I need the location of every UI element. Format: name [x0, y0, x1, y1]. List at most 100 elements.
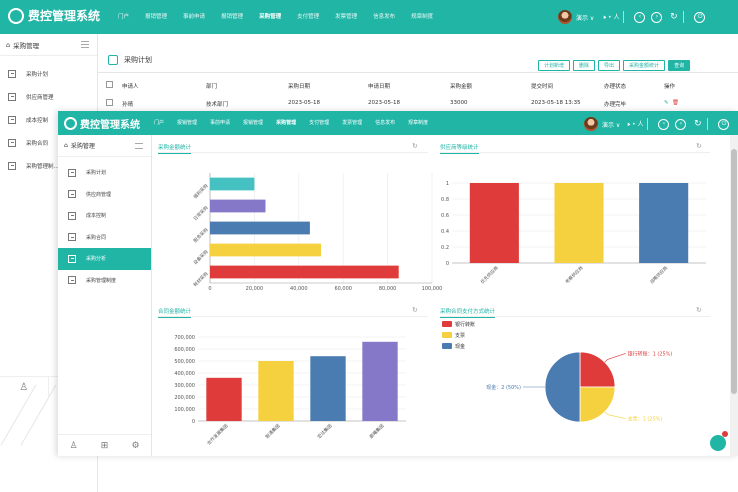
fg-app-logo[interactable]: 费控管理系统: [64, 116, 140, 131]
bg-sidebar-item[interactable]: 采购管理制...: [0, 154, 97, 177]
bg-nav-item[interactable]: 事前申请: [183, 14, 206, 20]
grid-icon[interactable]: ⊞: [100, 440, 109, 451]
back-icon[interactable]: ‹: [634, 11, 646, 23]
y-tick-label: 200,000: [174, 395, 195, 401]
fg-nav-item[interactable]: 报销管理: [243, 120, 264, 126]
bg-sidebar-item[interactable]: 采购合同: [0, 131, 97, 154]
x-tick-label: 80,000: [379, 286, 397, 292]
bg-user-name[interactable]: 演示 ∨: [576, 14, 595, 22]
bar: [210, 199, 266, 213]
user-icon[interactable]: ♙: [69, 440, 78, 451]
bg-app-logo[interactable]: 费控管理系统: [8, 7, 100, 24]
speaker-icon[interactable]: 🕩 • 人: [602, 14, 620, 21]
bg-header: 费控管理系统 门户 报销管理 事前申请 报销管理 采购管理 支付管理 发票管理 …: [0, 0, 738, 34]
bg-nav-item[interactable]: 门户: [118, 14, 130, 20]
delete-row-icon[interactable]: 🗑: [672, 100, 679, 106]
bg-nav-item-active[interactable]: 采购管理: [259, 14, 282, 20]
bg-sidebar-item[interactable]: 供应商管理: [0, 85, 97, 108]
add-plan-button[interactable]: 计划新增: [538, 60, 571, 71]
amount-stats-button[interactable]: 采购金额统计: [623, 60, 666, 71]
bar: [310, 356, 346, 421]
delete-button[interactable]: 删除: [573, 60, 596, 71]
panel-title: 合同金额统计: [158, 307, 192, 318]
export-button[interactable]: 导出: [598, 60, 621, 71]
x-tick-label: 战略供应商: [648, 264, 669, 285]
bg-nav-item[interactable]: 规章制度: [411, 14, 434, 20]
menu-icon[interactable]: [81, 41, 89, 48]
legend-label: 银行转账: [455, 321, 475, 328]
y-tick-label: 0: [192, 419, 195, 425]
refresh-icon[interactable]: ↻: [670, 11, 678, 22]
document-icon: [8, 92, 16, 101]
table-row[interactable]: 孙晴 技术部门 2023-05-18 2023-05-18 33000 2023…: [98, 96, 738, 110]
select-all-checkbox[interactable]: [106, 81, 113, 88]
refresh-icon[interactable]: ↻: [696, 142, 702, 150]
avatar[interactable]: [558, 10, 572, 24]
settings-icon[interactable]: ⚙: [131, 440, 140, 451]
fg-sidebar-item[interactable]: 成本控制: [58, 205, 151, 227]
fg-nav-item[interactable]: 发票管理: [342, 120, 363, 126]
refresh-icon[interactable]: ↻: [694, 118, 702, 129]
fg-nav-item[interactable]: 事前申请: [210, 120, 231, 126]
speaker-icon[interactable]: 🕩 • 人: [626, 121, 644, 128]
bg-sidebar-item[interactable]: 采购计划: [0, 62, 97, 85]
bg-nav-item[interactable]: 信息发布: [373, 14, 396, 20]
fg-sidebar-item[interactable]: 供应商管理: [58, 184, 151, 206]
y-tick-label: 0.8: [441, 197, 449, 203]
power-icon[interactable]: ⏻: [694, 11, 706, 23]
legend-swatch: [442, 332, 452, 338]
pie-label: 支票：1 (25%): [628, 416, 663, 423]
power-icon[interactable]: ⏻: [718, 118, 730, 130]
refresh-icon[interactable]: ↻: [696, 306, 702, 314]
x-tick-label: 0: [208, 286, 211, 292]
fg-nav-item[interactable]: 支付管理: [309, 120, 330, 126]
y-tick-label: 设备采购: [192, 248, 210, 266]
pie-slice: [579, 386, 616, 423]
bar: [210, 221, 310, 235]
fg-nav-item[interactable]: 信息发布: [375, 120, 396, 126]
bg-nav-item[interactable]: 发票管理: [335, 14, 358, 20]
refresh-icon[interactable]: ↻: [412, 306, 418, 314]
avatar[interactable]: [584, 117, 598, 131]
fg-sidebar-item[interactable]: 采购管理制度: [58, 270, 151, 292]
x-tick-label: 考察供应商: [564, 264, 585, 285]
bg-nav-item[interactable]: 报销管理: [145, 14, 168, 20]
x-tick-label: 100,000: [422, 286, 443, 292]
bg-sidebar-header: ⌂ 采购管理: [0, 34, 97, 56]
fg-user-name[interactable]: 演示 ∨: [602, 121, 621, 129]
chat-button[interactable]: [710, 435, 726, 451]
home-icon: ⌂: [64, 142, 68, 149]
y-tick-label: 0: [446, 261, 449, 267]
fg-sidebar-title: 采购管理: [70, 143, 95, 150]
fg-nav-item-active[interactable]: 采购管理: [276, 120, 297, 126]
divider: [623, 11, 625, 23]
y-tick-label: 500,000: [174, 359, 195, 365]
menu-icon[interactable]: [135, 143, 143, 149]
fg-nav-item[interactable]: 门户: [154, 120, 165, 126]
fg-nav-item[interactable]: 报销管理: [177, 120, 198, 126]
search-button[interactable]: 查询: [668, 60, 691, 71]
forward-icon[interactable]: ›: [675, 118, 687, 130]
edit-row-icon[interactable]: ✎: [664, 100, 669, 106]
fg-nav-item[interactable]: 规章制度: [408, 120, 429, 126]
fg-sidebar-item[interactable]: 采购计划: [58, 162, 151, 184]
bg-page-header: 采购计划 计划新增 删除 导出 采购金额统计 查询: [98, 47, 738, 73]
bg-sidebar-item[interactable]: 成本控制: [0, 108, 97, 131]
bar: [639, 183, 689, 263]
forward-icon[interactable]: ›: [651, 11, 663, 23]
back-icon[interactable]: ‹: [658, 118, 670, 130]
fg-sidebar-footer: ♙ ⊞ ⚙: [58, 434, 151, 456]
legend-swatch: [442, 321, 452, 327]
legend-label: 支票: [455, 332, 465, 339]
fg-sidebar-item[interactable]: 采购合同: [58, 227, 151, 249]
bg-nav-item[interactable]: 支付管理: [297, 14, 320, 20]
user-icon[interactable]: ♙: [0, 377, 49, 398]
refresh-icon[interactable]: ↻: [412, 142, 418, 150]
x-tick-label: 60,000: [334, 286, 352, 292]
row-checkbox[interactable]: [106, 99, 113, 106]
bg-nav-item[interactable]: 报销管理: [221, 14, 244, 20]
bar: [210, 177, 255, 191]
scrollbar-thumb[interactable]: [731, 149, 737, 394]
fg-sidebar-item-active[interactable]: 采购分析: [58, 248, 151, 270]
bar: [258, 361, 294, 421]
